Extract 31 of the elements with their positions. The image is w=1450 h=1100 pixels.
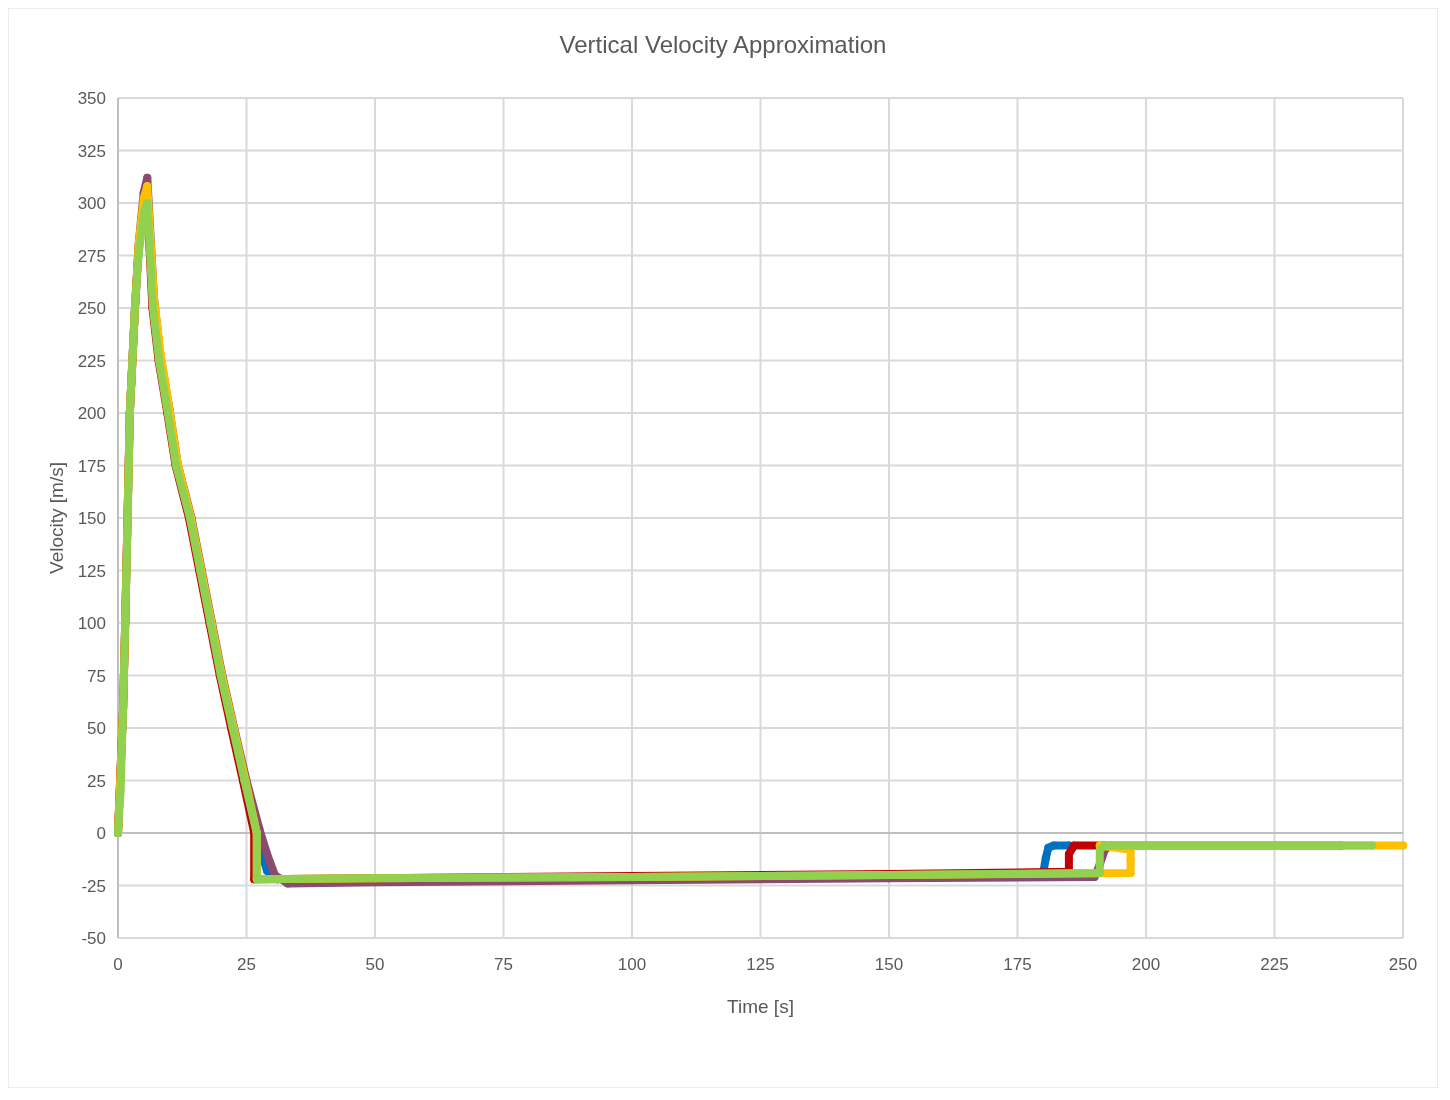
- y-axis-title: Velocity [m/s]: [46, 462, 67, 574]
- x-axis-title: Time [s]: [727, 996, 794, 1017]
- x-tick-label: 50: [365, 955, 385, 974]
- y-tick-label: 350: [77, 89, 106, 108]
- y-tick-label: 125: [77, 561, 106, 581]
- x-tick-label: 25: [237, 955, 256, 974]
- x-tick-label: 0: [113, 955, 123, 974]
- x-tick-label: 125: [746, 955, 775, 974]
- y-tick-label: 300: [77, 194, 106, 213]
- y-tick-label: 225: [77, 351, 106, 371]
- y-tick-label: -25: [81, 876, 106, 896]
- x-tick-label: 150: [874, 955, 904, 974]
- y-tick-label: 175: [77, 456, 106, 476]
- y-tick-label: -50: [81, 929, 106, 948]
- x-tick-label: 100: [617, 955, 647, 974]
- x-tick-label: 75: [494, 955, 513, 974]
- chart-title: Vertical Velocity Approximation: [559, 31, 887, 58]
- y-tick-label: 325: [77, 141, 106, 161]
- y-tick-label: 275: [77, 246, 106, 266]
- y-tick-label: 200: [77, 404, 106, 423]
- x-tick-label: 200: [1131, 955, 1161, 974]
- y-tick-label: 25: [87, 771, 106, 791]
- y-tick-label: 50: [87, 719, 106, 738]
- y-tick-label: 0: [96, 824, 106, 843]
- x-tick-label: 250: [1388, 955, 1418, 974]
- y-tick-label: 100: [77, 614, 106, 633]
- y-tick-label: 150: [77, 509, 106, 528]
- y-tick-label: 75: [87, 666, 106, 686]
- x-tick-label: 175: [1003, 955, 1032, 974]
- x-tick-label: 225: [1260, 955, 1289, 974]
- y-tick-label: 250: [77, 299, 106, 318]
